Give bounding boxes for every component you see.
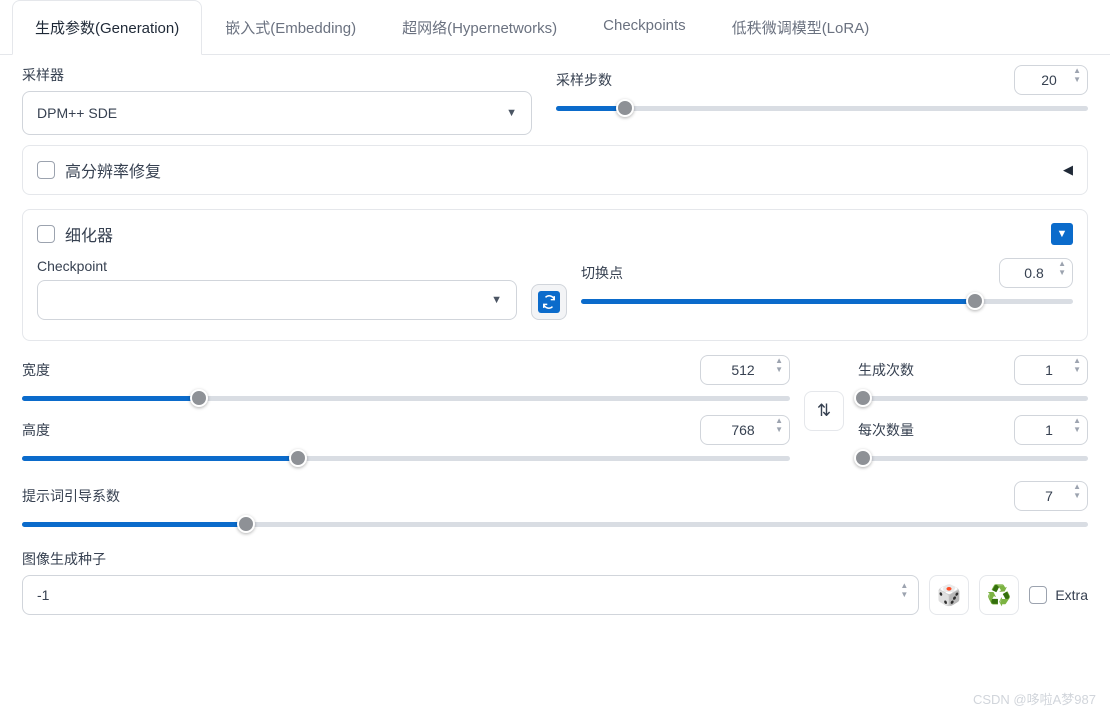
refiner-switch-label: 切换点 (581, 263, 623, 283)
batch-size-value: 1 (1025, 422, 1073, 438)
extra-label: Extra (1055, 587, 1088, 603)
stepper-icon[interactable]: ▲▼ (1073, 421, 1081, 439)
batch-count-label: 生成次数 (858, 360, 914, 380)
recycle-icon: ♻️ (987, 583, 1012, 608)
chevron-down-icon: ▼ (491, 294, 502, 306)
width-slider[interactable] (22, 389, 790, 407)
tab-label: Checkpoints (603, 17, 686, 34)
batch-size-slider[interactable] (858, 449, 1088, 467)
tab-checkpoints[interactable]: Checkpoints (580, 0, 709, 54)
stepper-icon[interactable]: ▲▼ (1073, 71, 1081, 89)
refiner-switch-number[interactable]: 0.8 ▲▼ (999, 258, 1073, 288)
refiner-label: 细化器 (65, 222, 113, 246)
tab-embedding[interactable]: 嵌入式(Embedding) (202, 0, 379, 54)
refiner-switch-slider[interactable] (581, 292, 1073, 310)
refresh-button[interactable] (531, 284, 567, 320)
batch-size-label: 每次数量 (858, 420, 914, 440)
width-label: 宽度 (22, 360, 50, 380)
refiner-checkpoint-select[interactable]: ▼ (37, 280, 517, 320)
stepper-icon[interactable]: ▲▼ (1058, 264, 1066, 282)
batch-count-number[interactable]: 1 ▲▼ (1014, 355, 1088, 385)
watermark-text: CSDN @哆啦A梦987 (973, 689, 1096, 708)
refiner-switch-value: 0.8 (1010, 265, 1058, 281)
dice-icon: 🎲 (937, 583, 962, 608)
stepper-icon[interactable]: ▲▼ (1073, 361, 1081, 379)
refresh-icon (538, 291, 560, 313)
height-label: 高度 (22, 420, 50, 440)
random-seed-button[interactable]: 🎲 (929, 575, 969, 615)
width-value: 512 (711, 362, 775, 378)
seed-value: -1 (37, 587, 49, 603)
tab-hypernetworks[interactable]: 超网络(Hypernetworks) (379, 0, 580, 54)
batch-size-number[interactable]: 1 ▲▼ (1014, 415, 1088, 445)
tab-lora[interactable]: 低秩微调模型(LoRA) (709, 0, 893, 54)
cfg-value: 7 (1025, 488, 1073, 504)
tab-label: 超网络(Hypernetworks) (402, 20, 557, 37)
collapse-down-icon[interactable]: ▼ (1051, 223, 1073, 245)
tab-generation[interactable]: 生成参数(Generation) (12, 0, 202, 55)
tab-label: 生成参数(Generation) (35, 20, 179, 37)
steps-value: 20 (1025, 72, 1073, 88)
height-number[interactable]: 768 ▲▼ (700, 415, 790, 445)
seed-label: 图像生成种子 (22, 549, 1088, 569)
swap-dimensions-button[interactable]: ⇅ (804, 391, 844, 431)
hires-checkbox[interactable] (37, 161, 55, 179)
reuse-seed-button[interactable]: ♻️ (979, 575, 1019, 615)
generation-panel: 采样器 DPM++ SDE ▼ 采样步数 20 ▲▼ (0, 55, 1110, 615)
cfg-slider[interactable] (22, 515, 1088, 533)
extra-checkbox[interactable] (1029, 586, 1047, 604)
stepper-icon[interactable]: ▲▼ (775, 421, 783, 439)
tab-label: 低秩微调模型(LoRA) (732, 20, 870, 37)
batch-count-slider[interactable] (858, 389, 1088, 407)
width-number[interactable]: 512 ▲▼ (700, 355, 790, 385)
seed-input[interactable]: -1 ▲▼ (22, 575, 919, 615)
batch-count-value: 1 (1025, 362, 1073, 378)
steps-label: 采样步数 (556, 70, 612, 90)
chevron-down-icon: ▼ (506, 107, 517, 119)
hires-label: 高分辨率修复 (65, 158, 161, 182)
height-value: 768 (711, 422, 775, 438)
tab-label: 嵌入式(Embedding) (225, 20, 356, 37)
sampler-value: DPM++ SDE (37, 105, 117, 121)
height-slider[interactable] (22, 449, 790, 467)
cfg-number[interactable]: 7 ▲▼ (1014, 481, 1088, 511)
refiner-checkbox[interactable] (37, 225, 55, 243)
tabs-bar: 生成参数(Generation) 嵌入式(Embedding) 超网络(Hype… (0, 0, 1110, 55)
collapse-left-icon[interactable]: ◀ (1063, 162, 1073, 178)
steps-number[interactable]: 20 ▲▼ (1014, 65, 1088, 95)
steps-slider[interactable] (556, 99, 1088, 117)
cfg-label: 提示词引导系数 (22, 486, 120, 506)
refiner-checkpoint-label: Checkpoint (37, 258, 517, 274)
stepper-icon[interactable]: ▲▼ (900, 586, 908, 604)
stepper-icon[interactable]: ▲▼ (775, 361, 783, 379)
sampler-label: 采样器 (22, 65, 532, 85)
sampler-select[interactable]: DPM++ SDE ▼ (22, 91, 532, 135)
stepper-icon[interactable]: ▲▼ (1073, 487, 1081, 505)
